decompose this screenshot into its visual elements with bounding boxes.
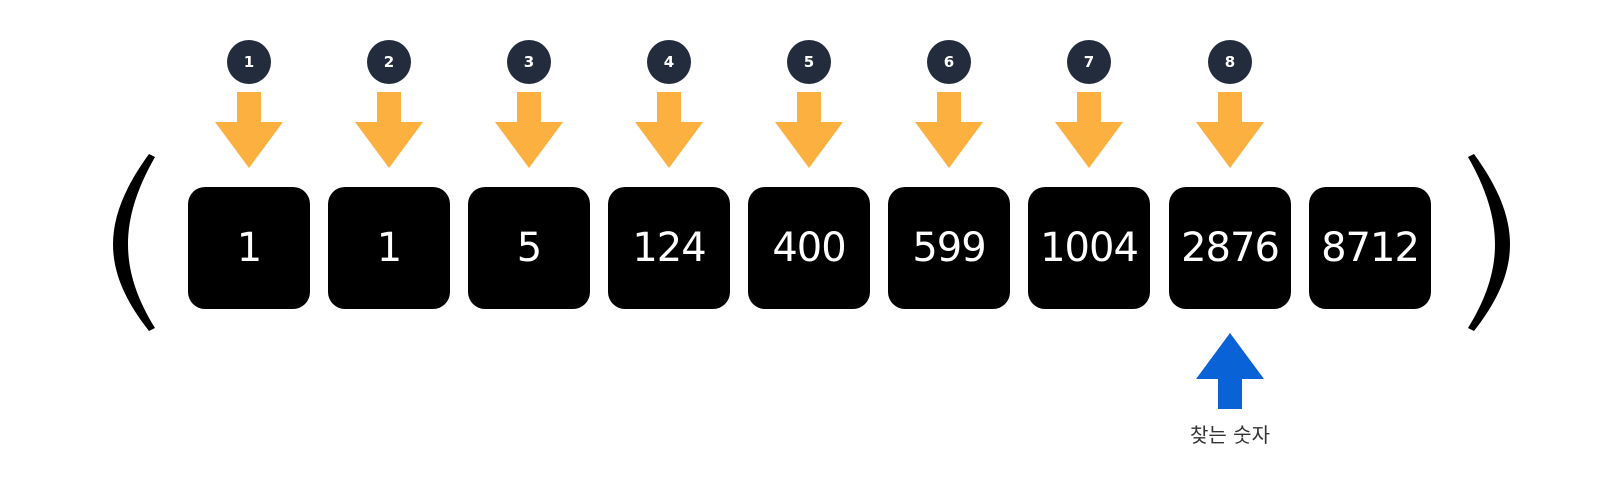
target-caption: 찾는 숫자: [1190, 423, 1270, 447]
step-marker-3: 3: [495, 40, 563, 168]
array-element: 8712: [1309, 187, 1431, 309]
step-marker-4: 4: [635, 40, 703, 168]
array-element: 124: [608, 187, 730, 309]
down-arrow-icon: [915, 92, 983, 168]
step-badge: 4: [647, 40, 691, 84]
array-element: 1: [188, 187, 310, 309]
down-arrow-icon: [635, 92, 703, 168]
step-marker-6: 6: [915, 40, 983, 168]
step-badge: 7: [1067, 40, 1111, 84]
step-badge: 6: [927, 40, 971, 84]
step-marker-8: 8: [1196, 40, 1264, 168]
down-arrow-icon: [355, 92, 423, 168]
step-badge: 3: [507, 40, 551, 84]
array-element: 599: [888, 187, 1010, 309]
down-arrow-icon: [215, 92, 283, 168]
step-marker-7: 7: [1055, 40, 1123, 168]
step-marker-5: 5: [775, 40, 843, 168]
step-badge: 8: [1208, 40, 1252, 84]
array-element: 1004: [1028, 187, 1150, 309]
right-parenthesis: [1468, 154, 1510, 331]
array-element-target: 2876: [1169, 187, 1291, 309]
down-arrow-icon: [495, 92, 563, 168]
step-marker-1: 1: [215, 40, 283, 168]
step-badge: 5: [787, 40, 831, 84]
left-parenthesis: [113, 154, 155, 331]
step-marker-2: 2: [355, 40, 423, 168]
down-arrow-icon: [1055, 92, 1123, 168]
array-element: 5: [468, 187, 590, 309]
down-arrow-icon: [1196, 92, 1264, 168]
target-up-arrow-icon: [1196, 333, 1264, 409]
step-badge: 1: [227, 40, 271, 84]
down-arrow-icon: [775, 92, 843, 168]
array-element: 400: [748, 187, 870, 309]
array-element: 1: [328, 187, 450, 309]
step-badge: 2: [367, 40, 411, 84]
